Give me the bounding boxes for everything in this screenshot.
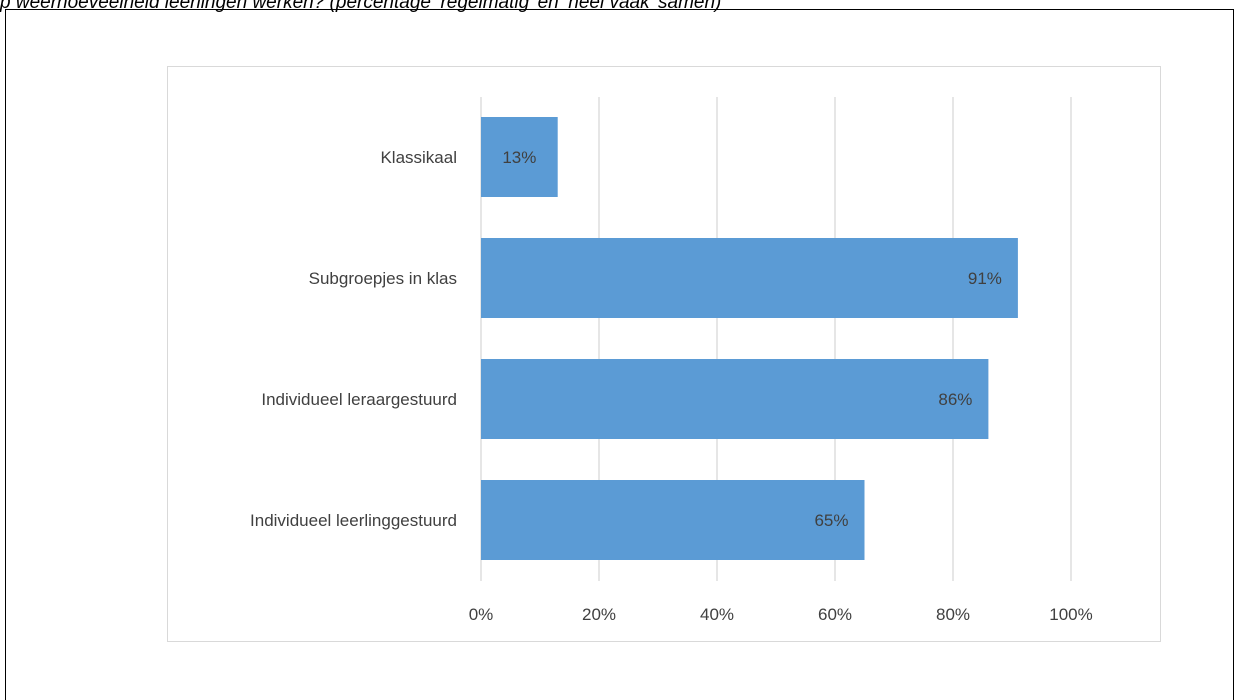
- bar: [481, 238, 1018, 318]
- data-label: 86%: [938, 390, 972, 409]
- bar: [481, 117, 558, 197]
- category-label: Individueel leraargestuurd: [261, 390, 457, 409]
- x-tick-label: 0%: [469, 605, 494, 624]
- x-tick-label: 80%: [936, 605, 970, 624]
- x-axis-ticks: 0% 20% 40% 60% 80% 100%: [469, 605, 1093, 624]
- x-tick-label: 20%: [582, 605, 616, 624]
- data-labels: 13% 91% 86% 65%: [502, 148, 1002, 530]
- category-label: Individueel leerlinggestuurd: [250, 511, 457, 530]
- category-label: Subgroepjes in klas: [309, 269, 457, 288]
- bars: [481, 117, 1018, 560]
- x-tick-label: 100%: [1049, 605, 1092, 624]
- category-labels: Klassikaal Subgroepjes in klas Individueel…: [250, 148, 457, 530]
- x-tick-label: 40%: [700, 605, 734, 624]
- category-label: Klassikaal: [380, 148, 457, 167]
- bar: [481, 480, 865, 560]
- bar: [481, 359, 989, 439]
- data-label: 65%: [814, 511, 848, 530]
- outer-frame: [5, 9, 1234, 700]
- data-label: 13%: [502, 148, 536, 167]
- x-tick-label: 60%: [818, 605, 852, 624]
- data-label: 91%: [968, 269, 1002, 288]
